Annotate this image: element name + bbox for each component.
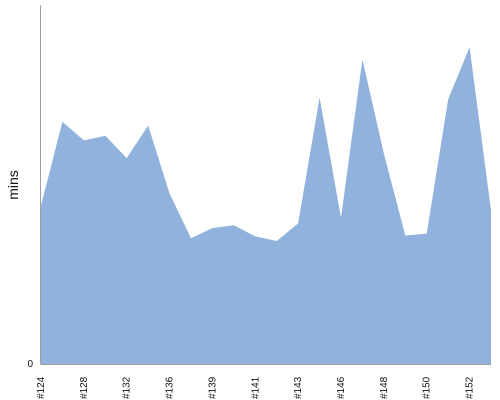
plot-area: [40, 47, 492, 364]
x-tick-label: #152: [465, 376, 476, 399]
x-tick-label: #128: [79, 376, 90, 399]
x-tick-label: #141: [250, 376, 261, 399]
area-series: [41, 47, 491, 364]
x-tick-label: #139: [207, 376, 218, 399]
x-tick-labels: #124 #128 #132 #136 #139 #141 #143 #146 #148 #150…: [36, 376, 476, 399]
x-tick-label: #148: [379, 376, 390, 399]
x-tick-label: #150: [422, 376, 433, 399]
x-tick-label: #132: [122, 376, 133, 399]
x-tick-label: #124: [36, 376, 47, 399]
y-axis-label: mins: [5, 170, 21, 200]
x-tick-label: #146: [336, 376, 347, 399]
x-tick-label: #136: [165, 376, 176, 399]
y-tick-label: 0: [27, 359, 33, 370]
x-tick-label: #143: [293, 376, 304, 399]
